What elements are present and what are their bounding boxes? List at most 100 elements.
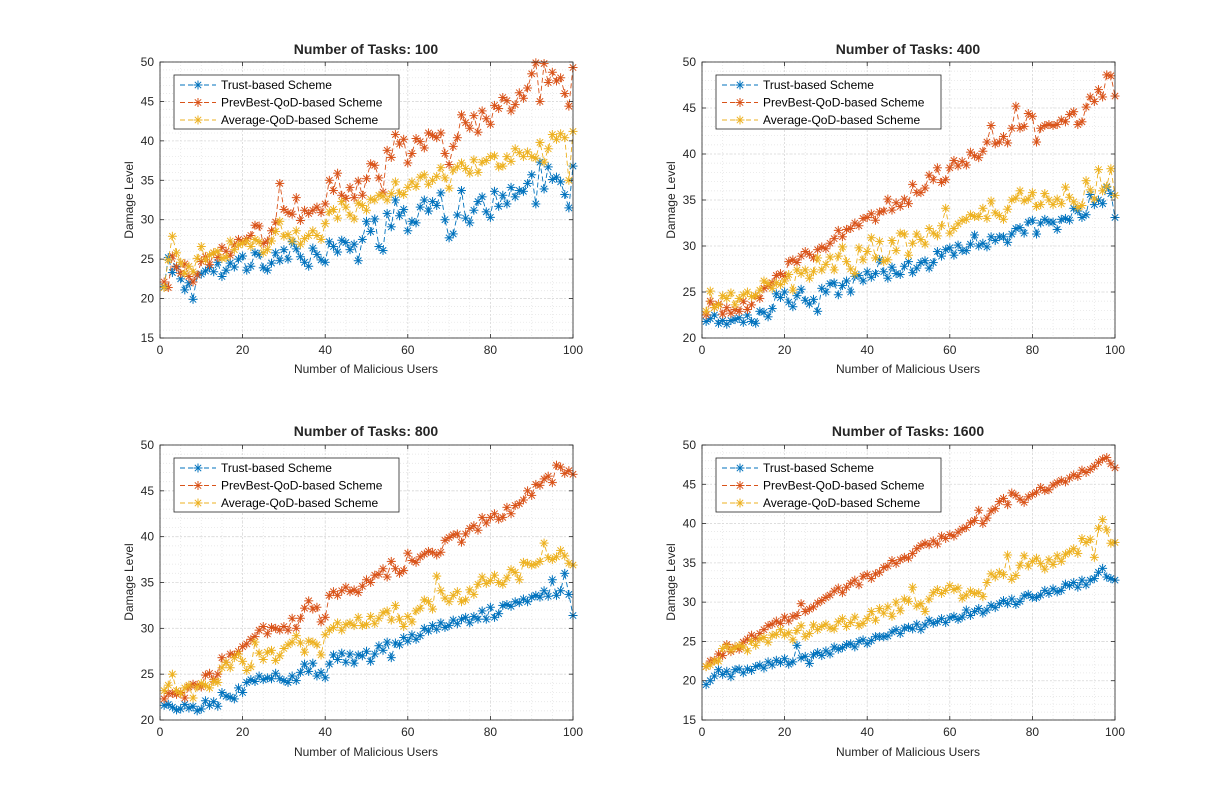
data-point [514,88,524,98]
series-average [159,126,578,293]
data-point [767,283,777,293]
data-point [825,279,835,289]
data-point [159,686,169,696]
data-point [842,276,852,286]
data-point [862,639,872,649]
data-point [386,222,396,232]
legend-marker [735,498,745,508]
data-point [267,258,277,268]
data-point [415,631,425,641]
data-point [374,613,384,623]
data-point [1081,210,1091,220]
series-trust [701,563,1120,690]
data-point [172,262,182,272]
data-point [1015,186,1025,196]
data-point [238,642,248,652]
data-point [233,649,243,659]
data-point [887,235,897,245]
data-point [382,195,392,205]
series-line [163,542,574,700]
data-point [337,586,347,596]
data-point [705,286,715,296]
data-point [556,462,566,472]
y-tick-label: 30 [683,595,697,609]
data-point [337,648,347,658]
data-point [167,268,177,278]
data-point [366,227,376,237]
data-point [551,134,561,144]
data-point [895,228,905,238]
data-point [316,208,326,218]
data-point [382,145,392,155]
data-point [275,216,285,226]
data-point [825,252,835,262]
data-point [473,614,483,624]
data-point [233,240,243,250]
data-point [353,198,363,208]
data-point [258,655,268,664]
data-point [357,581,367,591]
data-point [829,624,839,634]
data-point [506,106,516,116]
data-point [1019,591,1029,601]
data-point [403,548,413,558]
data-point [1015,494,1025,504]
x-tick-label: 80 [484,343,498,357]
data-point [535,556,545,566]
data-point [275,178,285,188]
data-point [730,643,740,653]
data-point [262,245,272,255]
data-point [506,156,516,166]
data-point [792,291,802,301]
data-point [510,567,520,577]
data-point [780,287,790,297]
data-point [875,236,885,246]
y-tick-label: 20 [141,713,155,727]
data-point [817,265,827,275]
data-point [498,161,508,171]
data-point [527,170,537,180]
data-point [784,297,794,307]
data-point [300,234,310,244]
data-point [961,605,971,615]
data-point [432,624,442,634]
data-point [1040,189,1050,199]
data-point [518,495,528,505]
data-point [510,192,520,202]
data-point [242,666,252,675]
data-point [788,302,798,312]
data-point [829,265,839,275]
data-point [370,649,380,659]
data-point [961,214,971,224]
data-point [1102,525,1112,535]
data-point [242,236,252,246]
data-point [267,645,277,655]
data-point [924,594,934,604]
data-point [825,649,835,659]
data-point [436,586,446,596]
data-point [858,635,868,645]
data-point [1093,567,1103,577]
data-point [349,239,359,249]
data-point [775,293,785,303]
data-point [1056,199,1066,209]
data-point [395,211,405,221]
data-point [854,243,864,253]
legend-marker [735,98,745,107]
data-point [510,597,520,607]
data-point [345,245,355,255]
data-point [366,611,376,621]
data-point [866,607,876,617]
data-point [523,83,533,93]
data-point [998,214,1008,224]
data-point [539,538,549,548]
data-point [188,693,198,703]
data-point [539,586,549,596]
data-point [188,294,198,304]
data-point [1040,585,1050,595]
data-point [1093,85,1103,95]
data-point [982,213,992,223]
data-point [246,662,256,672]
data-point [159,277,169,287]
data-point [390,130,400,140]
